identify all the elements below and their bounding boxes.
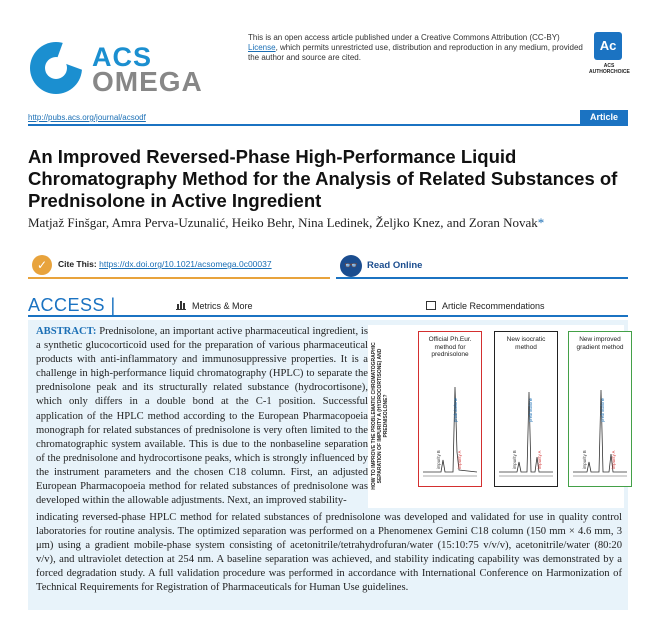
recommendations-label: Article Recommendations (442, 301, 545, 311)
journal-url-bar: http://pubs.acs.org/journal/acsodf Artic… (28, 110, 628, 126)
authorchoice-caption: ACS AUTHORCHOICE (589, 63, 630, 75)
license-text-before: This is an open access article published… (248, 33, 560, 42)
logo-acs-text: ACS (92, 42, 153, 72)
toc-chromatogram: prednisolone impurity A impurity B (499, 391, 553, 477)
author-list: Matjaž Finšgar, Amra Perva-Uzunalić, Hei… (28, 215, 628, 231)
journal-url-link[interactable]: http://pubs.acs.org/journal/acsodf (28, 113, 146, 122)
read-online-bar[interactable]: 👓 Read Online (336, 253, 628, 279)
peak-label-impurity-a: impurity A (537, 450, 542, 469)
toc-panel-title: New isocratic method (506, 336, 546, 351)
article-type-tag: Article (580, 110, 628, 125)
abstract-section: ABSTRACT: Prednisolone, an important act… (28, 320, 632, 610)
corresponding-author-mark[interactable]: * (537, 215, 545, 230)
toc-side-text: HOW TO IMPROVE THE PROBLEMATIC CHROMATOG… (371, 342, 389, 490)
peak-label-prednisolone: prednisolone (528, 397, 533, 422)
toc-graphic: HOW TO IMPROVE THE PROBLEMATIC CHROMATOG… (368, 325, 632, 508)
authorchoice-badge: Ac (594, 32, 622, 60)
article-title: An Improved Reversed-Phase High-Performa… (28, 146, 618, 211)
peak-label-prednisolone: prednisolone (600, 397, 605, 422)
abstract-column-text: Prednisolone, an important active pharma… (36, 326, 368, 507)
check-icon: ✓ (32, 255, 52, 275)
peak-label-impurity-b: impurity B (512, 450, 517, 469)
toc-panel-1: Official Ph.Eur. method for prednisolone… (418, 331, 482, 487)
cite-text: Cite This: https://dx.doi.org/10.1021/ac… (58, 259, 272, 269)
peak-label-prednisolone: prednisolone (453, 397, 458, 422)
read-online-icon: 👓 (340, 255, 362, 277)
document-icon (426, 301, 436, 310)
toc-panel-title: New improved gradient method (576, 336, 624, 351)
access-row: ACCESS | Metrics & More Article Recommen… (28, 293, 628, 317)
doi-link[interactable]: https://dx.doi.org/10.1021/acsomega.0c00… (99, 259, 272, 269)
read-online-label[interactable]: Read Online (367, 260, 423, 271)
bar-chart-icon (176, 301, 186, 310)
toc-chromatogram: prednisolone impurity A impurity B (573, 389, 627, 477)
toc-panel-2: New isocratic method prednisolone impurity… (494, 331, 558, 487)
access-label: ACCESS | (28, 295, 116, 315)
toc-panel-3: New improved gradient method prednisolone… (568, 331, 632, 487)
authors-text: Matjaž Finšgar, Amra Perva-Uzunalić, Hei… (28, 215, 538, 230)
toc-side-question: HOW TO IMPROVE THE PROBLEMATIC CHROMATOG… (370, 335, 389, 495)
metrics-label: Metrics & More (192, 301, 253, 311)
license-notice: This is an open access article published… (248, 33, 586, 63)
logo-omega-text: OMEGA (92, 66, 203, 97)
chromatogram-trace (499, 391, 553, 473)
license-link[interactable]: License (248, 43, 276, 52)
peak-label-impurity-a: impurity A (457, 450, 462, 469)
abstract-continuation: indicating reversed-phase HPLC method fo… (36, 512, 622, 594)
peak-label-impurity-b: impurity B (436, 450, 441, 469)
peak-label-impurity-a: impurity A (611, 450, 616, 469)
acs-omega-logo: ACS OMEGA (30, 40, 230, 97)
acs-logo-mark (30, 42, 82, 94)
peak-label-impurity-b: impurity B (582, 450, 587, 469)
toc-chromatogram: prednisolone impurity A impurity B (423, 386, 478, 477)
metrics-button[interactable]: Metrics & More (176, 301, 253, 311)
abstract-heading: ABSTRACT: (36, 326, 97, 337)
toc-panel-title: Official Ph.Eur. method for prednisolone (428, 336, 472, 358)
access-text: ACCESS (28, 295, 106, 315)
chromatogram-trace (423, 386, 478, 473)
chromatogram-trace (573, 389, 627, 473)
cite-label: Cite This: (58, 259, 97, 269)
license-text-after: , which permits unrestricted use, distri… (248, 43, 583, 62)
recommendations-button[interactable]: Article Recommendations (426, 301, 545, 311)
cite-this-bar: ✓ Cite This: https://dx.doi.org/10.1021/… (28, 253, 330, 279)
abstract-column: ABSTRACT: Prednisolone, an important act… (36, 325, 368, 508)
